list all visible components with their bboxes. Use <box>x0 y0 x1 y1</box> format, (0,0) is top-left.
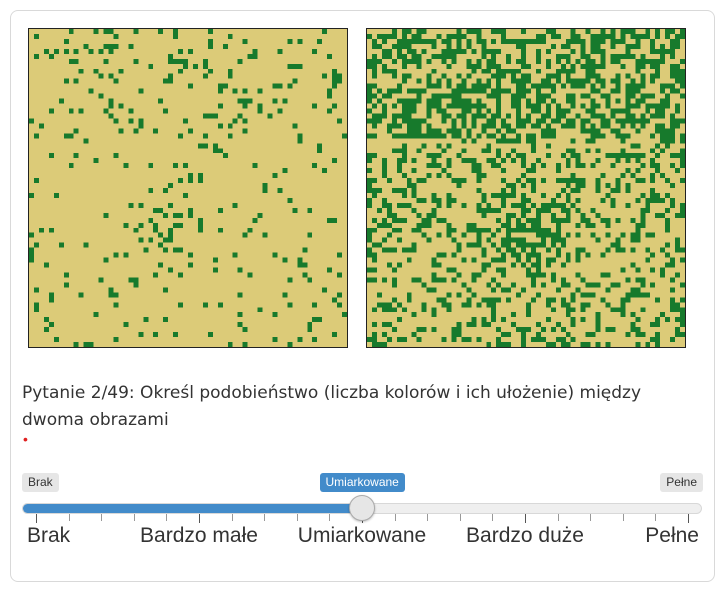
slider-tick <box>68 514 70 521</box>
slider-tick <box>492 514 494 521</box>
slider-tick <box>557 514 559 521</box>
slider-tick <box>231 514 233 521</box>
grid-label-umiarkowane: Umiarkowane <box>297 524 427 547</box>
slider-tick <box>688 514 689 523</box>
slider-min-label: Brak <box>22 473 59 492</box>
slider-tick <box>394 514 396 521</box>
required-marker: • <box>23 431 28 447</box>
pattern-image-left <box>28 28 348 348</box>
slider-tick <box>36 514 37 523</box>
slider-handle[interactable] <box>349 495 375 521</box>
slider-tick <box>459 514 461 521</box>
grid-label-pelne: Pełne <box>645 524 699 547</box>
slider-tick <box>329 514 331 521</box>
grid-label-bardzo-duze: Bardzo duże <box>466 524 584 547</box>
slider-current-value: Umiarkowane <box>319 473 405 492</box>
grid-label-bardzo-male: Bardzo małe <box>140 524 258 547</box>
slider-fill <box>23 504 363 513</box>
slider-tick <box>264 514 266 521</box>
slider-tick <box>622 514 624 521</box>
slider-tick <box>133 514 135 521</box>
slider-tick <box>166 514 168 521</box>
slider-tick <box>427 514 429 521</box>
slider-tick <box>296 514 298 521</box>
slider-tick <box>101 514 103 521</box>
question-text: Pytanie 2/49: Określ podobieństwo (liczb… <box>22 383 642 430</box>
slider-tick <box>199 514 200 523</box>
grid-label-brak: Brak <box>27 524 71 547</box>
slider-max-label: Pełne <box>660 473 703 492</box>
slider-tick <box>655 514 657 521</box>
pattern-image-right <box>366 28 686 348</box>
slider-tick <box>590 514 592 521</box>
slider-tick <box>525 514 526 523</box>
